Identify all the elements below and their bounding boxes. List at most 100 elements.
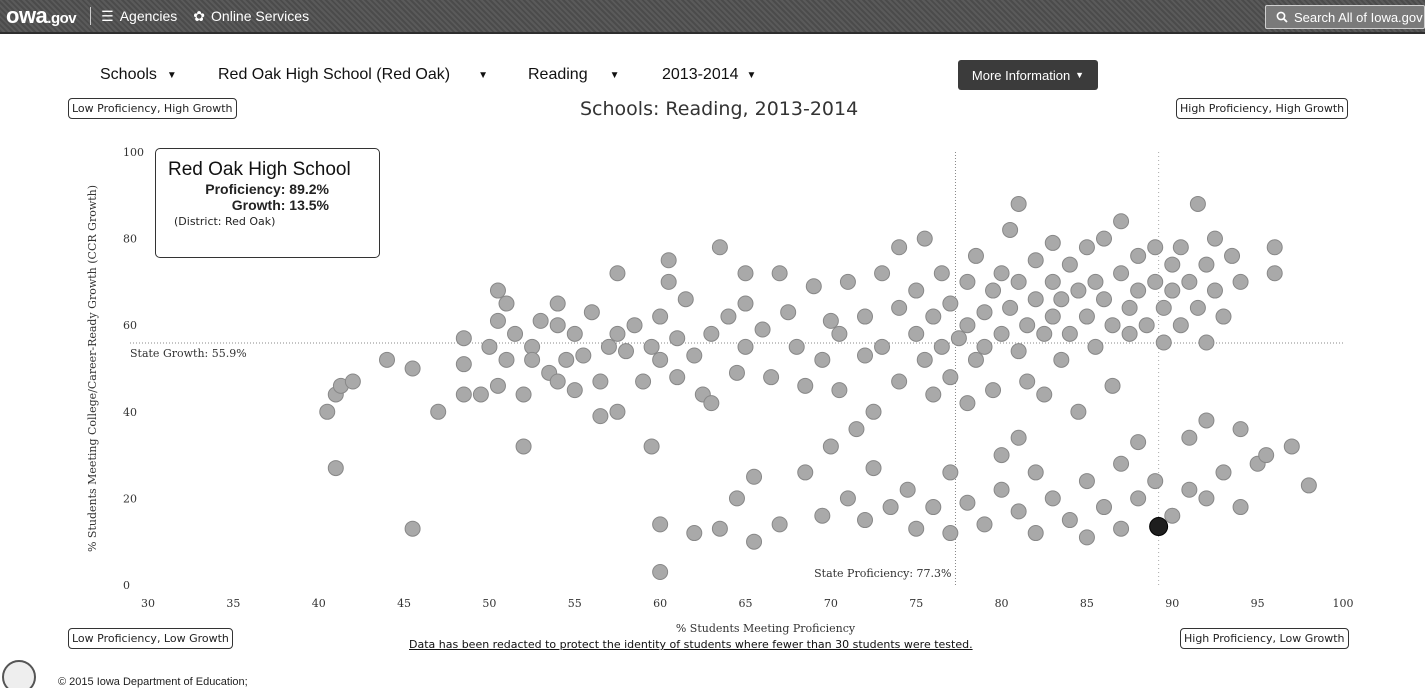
iowa-gov-logo[interactable]: owa.gov <box>6 3 77 29</box>
x-tick-label: 85 <box>1080 597 1094 610</box>
x-axis-label: % Students Meeting Proficiency <box>676 622 856 635</box>
quadrant-low-prof-low-growth-button[interactable]: Low Proficiency, Low Growth <box>68 628 233 649</box>
school-point <box>404 520 421 537</box>
school-point <box>959 317 976 334</box>
school-point <box>592 373 609 390</box>
search-all-button[interactable]: Search All of Iowa.gov <box>1265 5 1425 29</box>
school-point <box>1078 239 1095 256</box>
school-point <box>1198 334 1215 351</box>
school-point <box>1155 334 1172 351</box>
school-point <box>549 295 566 312</box>
school-point <box>669 369 686 386</box>
x-tick-label: 70 <box>824 597 838 610</box>
school-point <box>1189 299 1206 316</box>
school-point <box>1206 282 1223 299</box>
school-point <box>430 403 447 420</box>
school-point <box>1206 230 1223 247</box>
school-point <box>686 525 703 542</box>
school-point <box>1172 317 1189 334</box>
school-point <box>1113 213 1130 230</box>
school-point <box>1130 282 1147 299</box>
school-point <box>660 273 677 290</box>
school-point <box>327 460 344 477</box>
online-services-label: Online Services <box>211 8 310 24</box>
quadrant-low-prof-high-growth-button[interactable]: Low Proficiency, High Growth <box>68 98 237 119</box>
school-point <box>404 360 421 377</box>
school-point <box>1044 490 1061 507</box>
school-point <box>498 295 515 312</box>
school-point <box>575 347 592 364</box>
school-point <box>754 321 771 338</box>
school-point <box>549 317 566 334</box>
school-point <box>925 308 942 325</box>
school-point <box>916 351 933 368</box>
school-point <box>1130 434 1147 451</box>
school-point <box>1147 273 1164 290</box>
year-dropdown[interactable]: 2013-2014 ▼ <box>662 66 756 84</box>
school-point <box>515 438 532 455</box>
school-point <box>566 325 583 342</box>
school-point <box>626 317 643 334</box>
subject-dropdown[interactable]: Reading ▼ <box>528 66 620 84</box>
school-point <box>1010 343 1027 360</box>
school-dropdown[interactable]: Red Oak High School (Red Oak) ▼ <box>218 66 488 84</box>
x-tick-label: 95 <box>1251 597 1265 610</box>
school-point <box>797 377 814 394</box>
redaction-note-link[interactable]: Data has been redacted to protect the id… <box>409 638 973 651</box>
school-point <box>1266 265 1283 282</box>
online-services-link[interactable]: ✿ Online Services <box>193 8 309 25</box>
quadrant-high-prof-low-growth-button[interactable]: High Proficiency, Low Growth <box>1180 628 1349 649</box>
school-point <box>703 395 720 412</box>
school-point <box>728 364 745 381</box>
school-point <box>643 438 660 455</box>
school-point <box>600 338 617 355</box>
school-point <box>1010 273 1027 290</box>
growth-text: Growth: 13.5% <box>231 197 329 213</box>
school-point <box>660 252 677 269</box>
school-point <box>771 265 788 282</box>
school-point <box>728 490 745 507</box>
more-information-button[interactable]: More Information ▼ <box>958 60 1098 90</box>
school-point <box>857 512 873 529</box>
school-point <box>780 304 797 321</box>
school-point <box>916 230 933 247</box>
school-point <box>933 265 950 282</box>
school-point <box>839 273 856 290</box>
school-point <box>1053 351 1070 368</box>
school-point <box>609 325 626 342</box>
school-point <box>831 382 848 399</box>
y-tick-label: 40 <box>123 406 137 419</box>
school-point <box>1078 529 1095 546</box>
school-point <box>524 351 541 368</box>
school-point <box>933 338 950 355</box>
level-dropdown[interactable]: Schools ▼ <box>100 66 177 84</box>
agencies-label: Agencies <box>119 8 178 24</box>
x-tick-label: 30 <box>141 597 155 610</box>
school-point <box>609 403 626 420</box>
school-point <box>822 312 839 329</box>
school-point <box>558 351 575 368</box>
school-point <box>1096 499 1112 516</box>
school-point <box>1104 317 1121 334</box>
school-point <box>1172 239 1189 256</box>
gear-icon: ✿ <box>193 7 206 24</box>
quadrant-high-prof-high-growth-button[interactable]: High Proficiency, High Growth <box>1176 98 1349 119</box>
y-axis-label: % Students Meeting College/Career-Ready … <box>86 185 99 552</box>
school-point <box>498 351 515 368</box>
school-point <box>1010 195 1027 212</box>
school-point <box>814 507 831 524</box>
school-point <box>737 265 754 282</box>
agencies-link[interactable]: ☰ Agencies <box>101 8 177 25</box>
school-point <box>891 299 908 316</box>
x-tick-label: 55 <box>568 597 582 610</box>
school-point <box>993 265 1010 282</box>
school-point <box>891 239 908 256</box>
y-tick-label: 60 <box>123 319 137 332</box>
school-point <box>737 295 754 312</box>
school-point <box>703 325 720 342</box>
school-point <box>942 464 959 481</box>
school-point <box>1002 221 1019 238</box>
school-point <box>1121 325 1138 342</box>
x-tick-label: 60 <box>653 597 667 610</box>
school-point <box>1104 377 1121 394</box>
